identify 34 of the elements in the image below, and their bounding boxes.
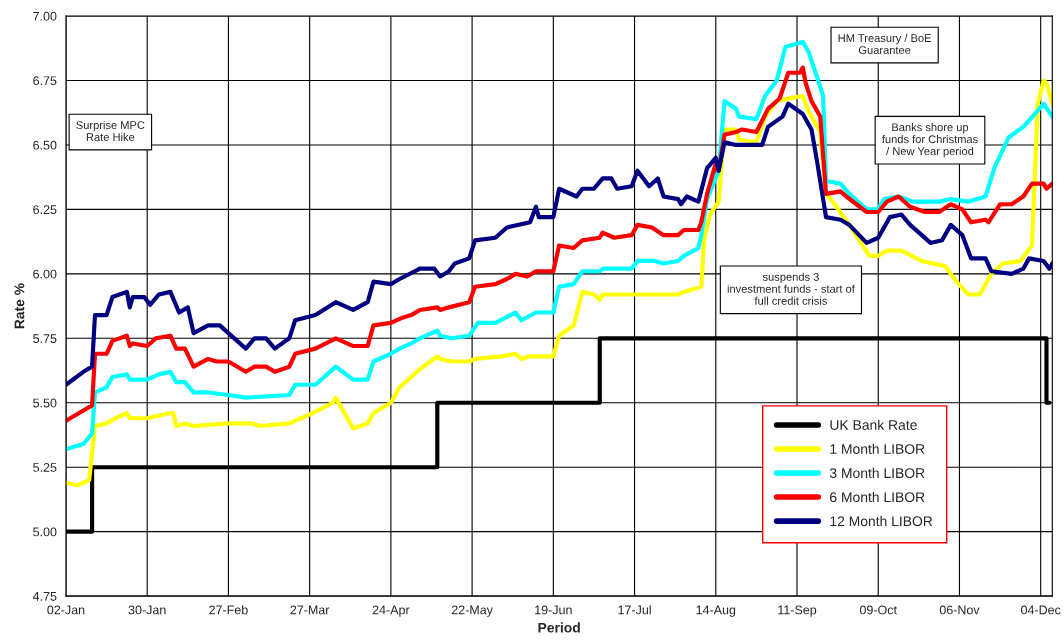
legend-label: 1 Month LIBOR bbox=[830, 443, 925, 454]
x-tick-label: 09-Oct bbox=[859, 605, 897, 615]
y-tick-label: 6.75 bbox=[33, 76, 57, 86]
y-tick-label: 6.25 bbox=[33, 205, 57, 215]
legend-label: 6 Month LIBOR bbox=[830, 491, 925, 503]
x-tick-label: 19-Jun bbox=[535, 605, 572, 615]
annotation: Surprise MPC Rate Hike bbox=[76, 120, 145, 142]
x-axis-title: Period bbox=[538, 622, 580, 633]
annotation: Banks shore up funds for Christmas / New Year period bbox=[881, 123, 978, 158]
legend-label: 3 Month LIBOR bbox=[829, 467, 925, 479]
x-tick-label: 04-Dec bbox=[1021, 605, 1061, 615]
legend-label: 12 Month LIBOR bbox=[830, 515, 933, 527]
x-tick-label: 14-Aug bbox=[696, 605, 736, 617]
y-tick-label: 7.00 bbox=[33, 11, 57, 21]
x-tick-label: 17-Jul bbox=[618, 605, 651, 615]
x-tick-label: 22-May bbox=[451, 605, 493, 617]
x-tick-label: 30-Jan bbox=[128, 605, 166, 615]
y-tick-label: 5.25 bbox=[33, 463, 57, 472]
annotation: HM Treasury / BoE Guarantee bbox=[838, 33, 932, 54]
x-tick-label: 11-Sep bbox=[778, 605, 817, 617]
y-axis-title: Rate % bbox=[14, 283, 25, 329]
x-tick-label: 06-Nov bbox=[939, 605, 980, 615]
y-tick-label: 5.50 bbox=[33, 398, 57, 408]
x-tick-label: 27-Feb bbox=[209, 605, 248, 615]
y-tick-label: 5.75 bbox=[33, 334, 57, 343]
annotation: suspends 3 investment funds - start of full credit crisis bbox=[727, 272, 855, 305]
y-tick-label: 5.00 bbox=[33, 527, 57, 537]
legend-label: UK Bank Rate bbox=[830, 419, 917, 430]
x-tick-label: 27-Mar bbox=[290, 605, 330, 615]
x-tick-label: 02-Jan bbox=[47, 605, 85, 615]
y-tick-label: 6.50 bbox=[33, 140, 57, 150]
y-tick-label: 4.75 bbox=[32, 592, 57, 601]
x-tick-label: 24-Apr bbox=[372, 605, 410, 617]
y-tick-label: 6.00 bbox=[33, 269, 57, 279]
